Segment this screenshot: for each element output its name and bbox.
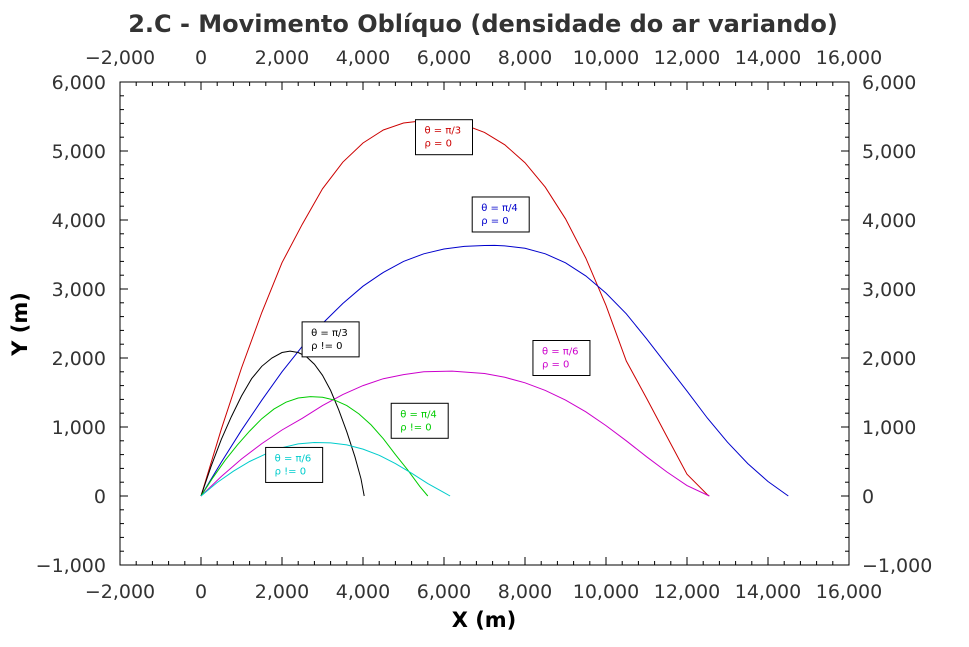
x-axis-label: X (m) [452, 608, 517, 632]
x-tick-label-bottom: 4,000 [336, 581, 390, 603]
annotation-6: θ = π/6 ρ != 0 [265, 446, 324, 483]
annotation-line: ρ = 0 [542, 360, 569, 371]
x-tick-label-bottom: −2,000 [85, 581, 155, 603]
x-tick-label-top: 14,000 [735, 47, 801, 69]
series-line-3 [200, 370, 710, 497]
annotation-line: θ = π/3 [311, 328, 348, 339]
annotation-line: ρ != 0 [275, 466, 306, 477]
annotation-line: θ = π/6 [275, 453, 312, 464]
x-tick-label-top: −2,000 [85, 47, 155, 69]
x-tick-label-top: 0 [195, 47, 207, 69]
y-tick-label-right: 3,000 [862, 279, 916, 301]
y-tick-label-left: 1,000 [52, 417, 106, 439]
y-tick-label-right: −1,000 [862, 555, 932, 577]
annotation-3: θ = π/6 ρ = 0 [532, 340, 591, 376]
x-tick-label-bottom: 14,000 [735, 581, 801, 603]
axis-ticks: −2,000 −2,000 0 0 2,000 2,000 4,000 4,000 6,000 6… [36, 47, 933, 603]
y-tick-label-right: 6,000 [862, 72, 916, 94]
annotation-line: θ = π/4 [400, 409, 437, 420]
annotation-box [471, 196, 530, 233]
x-tick-label-top: 8,000 [498, 47, 552, 69]
x-tick-label-bottom: 0 [195, 581, 207, 603]
y-tick-label-right: 5,000 [862, 141, 916, 163]
annotation-line: θ = π/4 [481, 203, 518, 214]
x-tick-label-top: 16,000 [816, 47, 882, 69]
x-tick-label-bottom: 6,000 [417, 581, 471, 603]
x-tick-label-bottom: 2,000 [255, 581, 309, 603]
annotation-1: θ = π/3 ρ = 0 [415, 119, 473, 156]
x-tick-label-bottom: 8,000 [498, 581, 552, 603]
x-tick-label-bottom: 16,000 [816, 581, 882, 603]
x-tick-label-top: 12,000 [654, 47, 720, 69]
annotation-line: ρ != 0 [400, 422, 431, 433]
x-tick-label-top: 6,000 [417, 47, 471, 69]
y-tick-label-left: 3,000 [52, 279, 106, 301]
y-tick-label-left: 6,000 [52, 72, 106, 94]
y-tick-label-right: 4,000 [862, 210, 916, 232]
y-tick-label-right: 0 [862, 486, 874, 508]
plot-frame [119, 81, 850, 566]
series-layer [200, 120, 789, 497]
y-tick-label-right: 2,000 [862, 348, 916, 370]
annotation-line: θ = π/6 [542, 347, 579, 358]
y-tick-label-left: 2,000 [52, 348, 106, 370]
annotation-box [265, 446, 324, 483]
annotation-line: ρ = 0 [425, 139, 452, 150]
annotation-line: ρ != 0 [311, 341, 342, 352]
y-tick-label-left: 0 [94, 486, 106, 508]
annotation-line: ρ = 0 [481, 216, 508, 227]
x-tick-label-bottom: 12,000 [654, 581, 720, 603]
annotation-box [415, 119, 473, 156]
x-tick-label-top: 2,000 [255, 47, 309, 69]
chart-title: 2.C - Movimento Oblíquo (densidade do ar… [128, 10, 838, 38]
annotation-box [390, 402, 449, 439]
x-tick-label-bottom: 10,000 [573, 581, 639, 603]
y-axis-label: Y (m) [8, 292, 32, 357]
y-tick-label-right: 1,000 [862, 417, 916, 439]
annotation-2: θ = π/4 ρ = 0 [471, 196, 530, 233]
annotation-4: θ = π/3 ρ != 0 [301, 321, 360, 358]
annotation-layer: θ = π/3ρ = 0θ = π/4ρ = 0θ = π/6ρ = 0θ = … [265, 119, 591, 483]
x-tick-label-top: 4,000 [336, 47, 390, 69]
y-tick-label-left: −1,000 [36, 555, 106, 577]
annotation-5: θ = π/4 ρ != 0 [390, 402, 449, 439]
series-line-5 [200, 396, 429, 497]
annotation-box [301, 321, 360, 358]
annotation-line: θ = π/3 [425, 126, 462, 137]
y-tick-label-left: 5,000 [52, 141, 106, 163]
series-line-6 [200, 441, 451, 497]
y-tick-label-left: 4,000 [52, 210, 106, 232]
series-line-4 [200, 350, 365, 497]
series-line-1 [200, 120, 710, 497]
annotation-box [532, 340, 591, 376]
x-tick-label-top: 10,000 [573, 47, 639, 69]
